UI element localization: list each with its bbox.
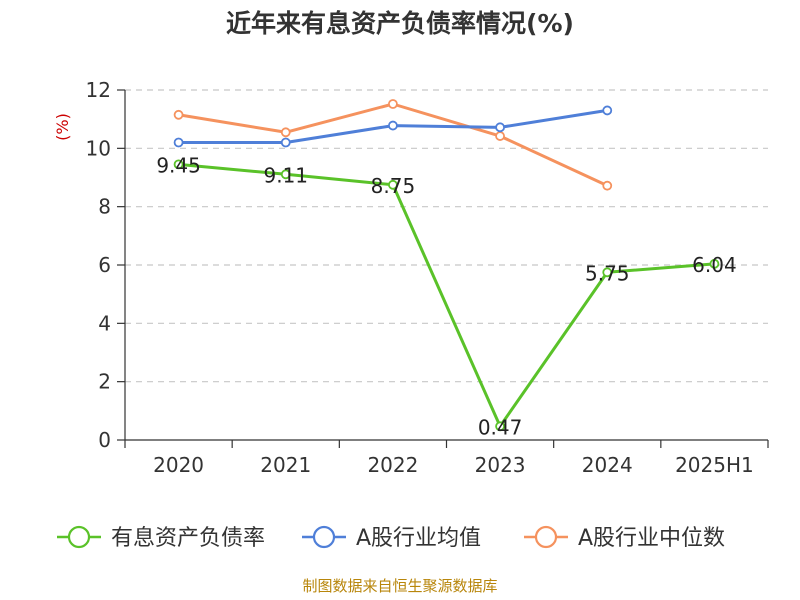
y-tick-label: 0 xyxy=(98,428,111,452)
data-point xyxy=(388,179,398,190)
legend-item: 有息资产负债率 xyxy=(57,525,265,551)
x-tick-label: 2020 xyxy=(153,453,204,477)
data-point xyxy=(495,421,505,432)
chart-title: 近年来有息资产负债率情况(%) xyxy=(226,9,574,38)
data-point xyxy=(173,159,184,170)
data-label: 8.75 xyxy=(371,174,416,198)
data-point xyxy=(709,258,720,269)
data-label: 0.47 xyxy=(478,415,523,439)
axes: 0 2 4 6 8 10 12 2020 2021 2022 2023 2024 2025H1 xyxy=(86,78,769,477)
data-label: 9.11 xyxy=(263,163,308,187)
series-line xyxy=(178,162,715,428)
source-note: 制图数据来自恒生聚源数据库 xyxy=(302,577,497,595)
legend-label: A股行业均值 xyxy=(356,526,481,551)
y-tick-label: 4 xyxy=(98,311,111,335)
data-point xyxy=(173,109,184,120)
y-tick-label: 6 xyxy=(98,253,111,277)
x-tick-label: 2021 xyxy=(260,453,311,477)
data-point xyxy=(602,180,613,191)
legend-swatch-marker xyxy=(67,525,91,549)
data-point xyxy=(495,122,505,133)
data-labels: 9.45 9.11 8.75 0.47 5.75 6.04 xyxy=(156,153,736,439)
y-tick-label: 12 xyxy=(86,78,111,102)
legend-item: A股行业中位数 xyxy=(524,525,725,551)
y-axis-unit: (%) xyxy=(53,113,72,141)
data-point xyxy=(602,105,613,116)
data-point xyxy=(280,137,291,148)
data-label: 9.45 xyxy=(156,153,201,177)
legend-item: A股行业均值 xyxy=(302,525,481,551)
legend-label: 有息资产负债率 xyxy=(111,526,265,551)
grid-lines xyxy=(125,89,768,383)
x-tick-label: 2023 xyxy=(475,453,526,477)
data-point xyxy=(602,267,613,278)
x-tick-label: 2025H1 xyxy=(675,453,754,477)
legend-swatch-marker xyxy=(312,525,336,549)
x-tick-label: 2022 xyxy=(367,453,418,477)
data-point xyxy=(280,127,291,138)
legend-label: A股行业中位数 xyxy=(578,526,725,551)
legend-swatch-marker xyxy=(534,525,558,549)
series-group xyxy=(173,99,720,432)
x-tick-label: 2024 xyxy=(582,453,633,477)
data-label: 5.75 xyxy=(585,261,630,285)
data-point xyxy=(495,131,505,141)
data-point xyxy=(388,99,398,109)
data-point xyxy=(280,169,291,180)
legend: 有息资产负债率 A股行业均值 A股行业中位数 xyxy=(57,525,725,551)
data-point xyxy=(388,120,398,131)
data-point xyxy=(173,137,184,148)
y-tick-label: 2 xyxy=(98,370,111,394)
data-label: 6.04 xyxy=(692,253,737,277)
y-tick-label: 8 xyxy=(98,195,111,219)
y-tick-label: 10 xyxy=(86,136,111,160)
